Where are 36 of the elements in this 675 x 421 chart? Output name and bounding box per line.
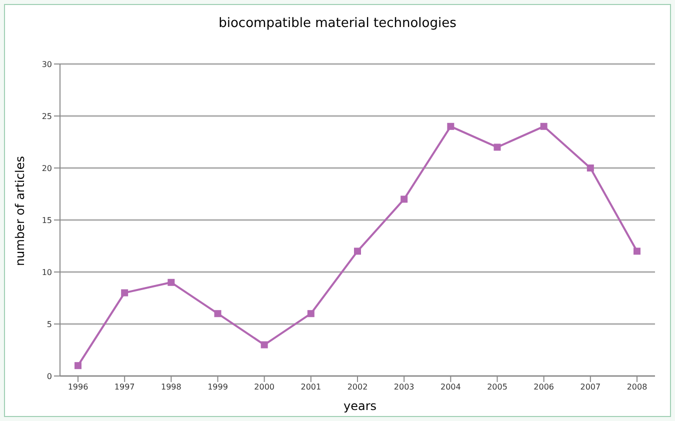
x-tick-label: 2006 <box>534 382 554 392</box>
point <box>214 310 222 318</box>
y-tick-label: 20 <box>42 164 52 173</box>
x-axis-title: years <box>342 399 378 413</box>
x-tick-label: 2004 <box>440 382 461 392</box>
point <box>121 289 128 296</box>
point <box>494 144 501 151</box>
x-tick-label: 1997 <box>114 382 135 392</box>
x-tick-label: 2000 <box>254 382 275 392</box>
y-tick-label: 10 <box>42 268 52 277</box>
y-tick-label: 25 <box>42 112 52 121</box>
y-tick-label: 30 <box>42 60 52 69</box>
chart-title: biocompatible material technologies <box>218 16 458 31</box>
x-tick-label: 1999 <box>208 382 228 392</box>
point <box>400 196 408 203</box>
x-tick-label: 2003 <box>394 382 414 392</box>
point <box>74 362 82 370</box>
point <box>540 122 548 130</box>
point <box>354 248 361 255</box>
y-axis-title: number of articles <box>13 156 28 266</box>
y-tick-label: 15 <box>42 216 52 225</box>
y-tick-label: 5 <box>46 320 52 329</box>
point <box>307 310 314 318</box>
x-tick-label: 1998 <box>160 382 182 392</box>
x-tick-label: 2001 <box>300 382 322 392</box>
x-tick-label: 2008 <box>626 382 648 392</box>
point <box>447 122 454 130</box>
y-tick-label: 0 <box>46 372 52 381</box>
x-tick-label: 2007 <box>580 382 601 392</box>
x-tick-label: 2005 <box>487 382 508 392</box>
point <box>634 248 640 255</box>
point <box>586 164 594 172</box>
x-tick-label: 1996 <box>68 382 88 392</box>
point <box>260 341 268 348</box>
point <box>168 278 175 286</box>
x-tick-label: 2002 <box>347 382 368 392</box>
